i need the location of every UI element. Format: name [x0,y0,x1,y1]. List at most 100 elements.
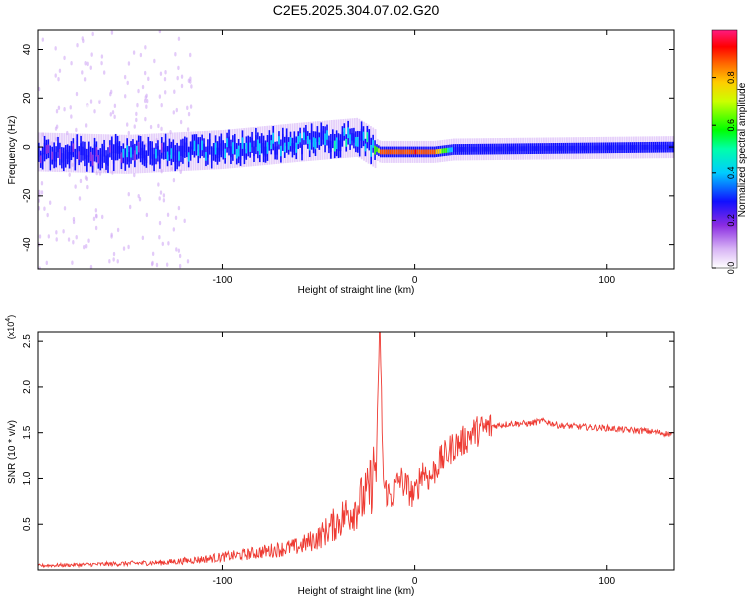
spectrogram-halo [480,138,483,161]
spectrogram-ridge-core [201,140,203,151]
spectrogram-ridge-core [139,143,142,156]
spectrogram-ridge-core [487,146,490,152]
spectrogram-speckle [143,98,147,104]
spectrogram-ridge-core [547,146,549,151]
spectrogram-ridge-core [135,145,138,155]
spectrogram-ridge-core [124,154,127,165]
spectrogram-speckle [112,251,116,257]
spectrogram-ridge-core [506,146,509,152]
spectrogram-ridge-core [95,147,98,157]
spectrogram-ridge-core [283,142,286,153]
spectrogram-ridge-core [464,146,467,152]
spectrogram-speckle [122,246,126,251]
spectrogram-halo [446,139,448,162]
spectrogram-speckle [143,52,146,57]
spectrogram-halo [342,119,345,159]
spectrogram-halo [111,134,114,174]
spectrogram-ridge-core [297,136,299,145]
spectrogram-ridge-core [80,143,82,156]
spectrogram-speckle [186,127,190,132]
spectrogram-ridge-core [556,145,559,151]
spectrogram-speckle [178,253,182,259]
spectrogram-ridge-core [622,145,624,151]
spectrogram-halo [642,136,644,159]
spectrogram-ridge-core [460,147,463,152]
spectrogram-ridge-core [132,144,134,155]
spectrogram-halo [77,133,79,173]
spectrogram-ridge-core [543,146,545,151]
spectrogram-ridge-core [643,144,645,150]
spectrogram-speckle [84,123,88,128]
spectrogram-speckle [81,70,84,75]
spectrogram-ridge-core [122,148,125,158]
spectrogram-halo [100,134,103,174]
spectrogram-ridge-core [483,146,486,152]
snr-ytick-label: 1.5 [22,425,33,439]
spectrogram-ytick-label: 20 [22,92,33,104]
spectrogram-ridge-core [43,142,46,155]
spectrogram-ridge-core [307,135,309,144]
spectrogram-ridge-core [280,145,282,157]
spectrogram-ridge-core [353,133,355,143]
spectrogram-speckle [187,111,191,117]
spectrogram-halo [457,138,460,161]
spectrogram-ridge-core [453,147,455,152]
spectrogram-speckle [174,215,178,220]
spectrogram-ridge-core [537,146,540,151]
spectrogram-ridge-core [662,144,665,150]
snr-ytick-label: 2.0 [22,380,33,394]
spectrogram-ridge-core [429,149,432,155]
spectrogram-speckle [172,227,176,232]
snr-series-line [38,332,674,569]
spectrogram-ridge-core [262,142,265,155]
spectrogram-speckle [141,84,145,90]
spectrogram-ridge-core [351,132,353,141]
spectrogram-speckle [82,244,86,250]
spectrogram-ridge-core [456,147,459,152]
spectrogram-ridge-core [228,136,230,149]
spectrogram-ridge-core [343,128,346,136]
spectrogram-speckle [50,43,53,48]
spectrogram-halo [400,140,402,163]
spectrogram-speckle [79,178,83,184]
snr-ytick-label: 2.5 [22,334,33,348]
spectrogram-ridge-core [114,141,117,154]
spectrogram-ridge-core [549,146,551,151]
spectrogram-halo [515,137,518,160]
spectrogram-ridge-core [99,154,102,165]
spectrogram-speckle [177,65,180,71]
spectrogram-ridge-core [74,154,77,165]
spectrogram-speckle [160,102,163,108]
spectrogram-ridge-core [424,149,426,155]
spectrogram-ridge-core [193,140,196,152]
spectrogram-speckle [55,124,59,129]
spectrogram-ridge-core [514,146,517,152]
spectrogram-speckle [158,94,162,99]
spectrogram-ridge-core [602,145,605,151]
spectrogram-speckle [96,243,100,249]
spectrogram-ridge-core [520,146,522,152]
spectrogram-ridge-core [458,147,461,152]
spectrogram-speckle [189,52,192,58]
spectrogram-ridge-core [606,145,609,151]
spectrogram-ridge-core [141,147,144,159]
spectrogram-ridge-core [232,142,234,154]
spectrogram-speckle [93,109,96,114]
spectrogram-speckle [113,114,116,120]
spectrogram-ridge-core [526,146,528,152]
spectrogram-ridge-core [391,149,394,155]
colorbar-tick-label: 0.8 [726,71,736,84]
spectrogram-ridge-core [364,143,367,152]
spectrogram-ridge-core [485,146,488,152]
spectrogram-ridge-core [291,143,294,153]
spectrogram-ridge-core [358,138,361,150]
spectrogram-ridge-core [385,149,388,155]
spectrogram-speckle [75,235,78,240]
spectrogram-speckle [45,56,49,62]
spectrogram-speckle [132,50,136,55]
spectrogram-ridge-core [39,155,42,164]
spectrogram-speckle [89,99,93,104]
spectrogram-ridge-core [168,144,171,155]
spectrogram-speckle [71,229,74,235]
spectrogram-ridge-core [512,146,515,152]
